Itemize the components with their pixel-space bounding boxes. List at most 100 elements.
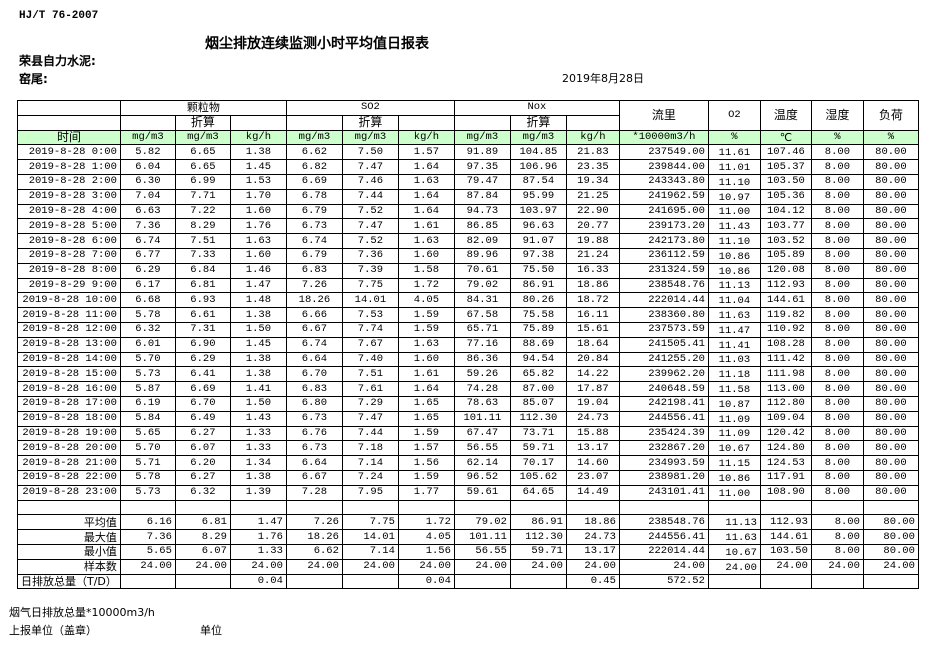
nox-converted-cell: 73.71: [509, 425, 567, 442]
nox-mg-cell: 67.47: [453, 425, 511, 442]
particulate-converted-cell: 7.33: [174, 247, 231, 264]
so2-mg-cell: 6.79: [285, 203, 343, 220]
nox-mg-cell: [453, 573, 511, 590]
nox-mg-cell: 56.55: [453, 543, 511, 560]
particulate-converted-cell: 8.29: [174, 218, 231, 235]
particulate-mg-cell: 6.29: [119, 262, 176, 279]
temperature-cell: 103.77: [759, 218, 812, 235]
humidity-cell: 8.00: [810, 173, 864, 190]
table-row: 2019-8-28 4:00 6.63 7.22 1.60 6.79 7.52 1.64 94…: [17, 203, 919, 220]
summary-row: 日排放总量（T/D） 0.04 0.04 0.45 572.52: [17, 573, 919, 590]
o2-cell: 11.03: [707, 351, 761, 368]
nox-mg-cell: 91.89: [453, 144, 511, 161]
load-cell: 80.00: [862, 440, 919, 457]
humidity-cell: 8.00: [810, 469, 864, 486]
so2-mg-cell: 6.66: [285, 307, 343, 323]
nox-mg-cell: 77.16: [453, 336, 511, 353]
load-cell: 80.00: [862, 321, 919, 338]
table-body: 2019-8-28 0:00 5.82 6.65 1.38 6.62 7.50 1.57 91…: [17, 144, 919, 590]
header-so2: SO2: [285, 100, 455, 116]
unit-humidity: %: [810, 129, 864, 146]
table-row: 2019-8-28 5:00 7.36 8.29 1.76 6.73 7.47 1.61 86…: [17, 218, 919, 235]
nox-mg-cell: 65.71: [453, 321, 511, 338]
temperature-cell: 109.04: [759, 410, 812, 427]
so2-kgh-cell: 24.00: [397, 558, 455, 575]
so2-converted-cell: 7.52: [341, 233, 399, 249]
so2-mg-cell: 6.83: [285, 381, 343, 397]
humidity-cell: 8.00: [810, 307, 864, 323]
table-row: 2019-8-28 18:00 5.84 6.49 1.43 6.73 7.47 1.65 1…: [17, 410, 919, 427]
o2-cell: 11.63: [707, 307, 761, 323]
so2-kgh-cell: 1.72: [397, 514, 455, 531]
so2-kgh-cell: 1.64: [397, 188, 455, 205]
load-cell: 80.00: [862, 484, 919, 501]
header-blank: [17, 114, 121, 131]
nox-kgh-cell: 18.72: [565, 292, 620, 309]
time-cell: 2019-8-28 22:00: [17, 469, 121, 486]
nox-converted-cell: 94.54: [509, 351, 567, 368]
nox-kgh-cell: 21.25: [565, 188, 620, 205]
nox-kgh-cell: [565, 499, 620, 516]
so2-kgh-cell: 1.57: [397, 440, 455, 457]
header-row-converted: 折算 折算 折算: [17, 114, 919, 131]
o2-cell: 11.13: [707, 514, 761, 531]
nox-converted-cell: 103.97: [509, 203, 567, 220]
nox-kgh-cell: 15.61: [565, 321, 620, 338]
nox-kgh-cell: 24.00: [565, 558, 620, 575]
humidity-cell: 8.00: [810, 395, 864, 412]
humidity-cell: 8.00: [810, 381, 864, 397]
time-cell: 2019-8-28 19:00: [17, 425, 121, 442]
header-blank: [229, 114, 287, 131]
so2-converted-cell: 7.47: [341, 159, 399, 175]
nox-kgh-cell: 15.88: [565, 425, 620, 442]
nox-mg-cell: 59.61: [453, 484, 511, 501]
humidity-cell: 8.00: [810, 543, 864, 560]
o2-cell: 11.41: [707, 336, 761, 353]
temperature-cell: 144.61: [759, 529, 812, 545]
o2-cell: 11.63: [707, 529, 761, 545]
so2-mg-cell: 6.73: [285, 440, 343, 457]
temperature-cell: 103.50: [759, 173, 812, 190]
so2-mg-cell: 6.67: [285, 469, 343, 486]
particulate-kgh-cell: 1.38: [229, 307, 287, 323]
particulate-kgh-cell: 1.45: [229, 336, 287, 353]
so2-kgh-cell: 1.59: [397, 321, 455, 338]
nox-converted-cell: [509, 499, 567, 516]
time-cell: 2019-8-28 4:00: [17, 203, 121, 220]
temperature-cell: 105.37: [759, 159, 812, 175]
particulate-mg-cell: 6.32: [119, 321, 176, 338]
location-label: 窑尾:: [19, 72, 48, 86]
header-converted: 折算: [174, 114, 231, 131]
nox-mg-cell: 94.73: [453, 203, 511, 220]
humidity-cell: 8.00: [810, 366, 864, 383]
unit-temperature: ℃: [759, 129, 812, 146]
nox-mg-cell: 79.02: [453, 514, 511, 531]
temperature-cell: 112.93: [759, 514, 812, 531]
load-cell: 80.00: [862, 336, 919, 353]
load-cell: 80.00: [862, 455, 919, 471]
so2-converted-cell: 7.67: [341, 336, 399, 353]
particulate-converted-cell: 7.31: [174, 321, 231, 338]
time-cell: 2019-8-28 13:00: [17, 336, 121, 353]
particulate-mg-cell: 6.04: [119, 159, 176, 175]
so2-kgh-cell: 1.59: [397, 307, 455, 323]
so2-converted-cell: 7.50: [341, 144, 399, 161]
particulate-converted-cell: 6.41: [174, 366, 231, 383]
particulate-kgh-cell: 1.47: [229, 514, 287, 531]
header-row-groups: 颗粒物 SO2 Nox 流里 O2 温度 湿度 负荷: [17, 100, 919, 131]
flow-cell: 572.52: [618, 573, 709, 590]
time-cell: 2019-8-28 17:00: [17, 395, 121, 412]
particulate-kgh-cell: 1.63: [229, 233, 287, 249]
flow-cell: 242173.80: [618, 233, 709, 249]
nox-converted-cell: 70.17: [509, 455, 567, 471]
particulate-mg-cell: 6.63: [119, 203, 176, 220]
so2-mg-cell: [285, 499, 343, 516]
particulate-kgh-cell: 1.33: [229, 440, 287, 457]
summary-label: 最大值: [17, 529, 121, 545]
temperature-cell: 119.82: [759, 307, 812, 323]
nox-converted-cell: 86.91: [509, 277, 567, 294]
temperature-cell: 120.08: [759, 262, 812, 279]
flow-cell: 243101.41: [618, 484, 709, 501]
time-cell: 2019-8-29 9:00: [17, 277, 121, 294]
so2-mg-cell: 6.74: [285, 233, 343, 249]
